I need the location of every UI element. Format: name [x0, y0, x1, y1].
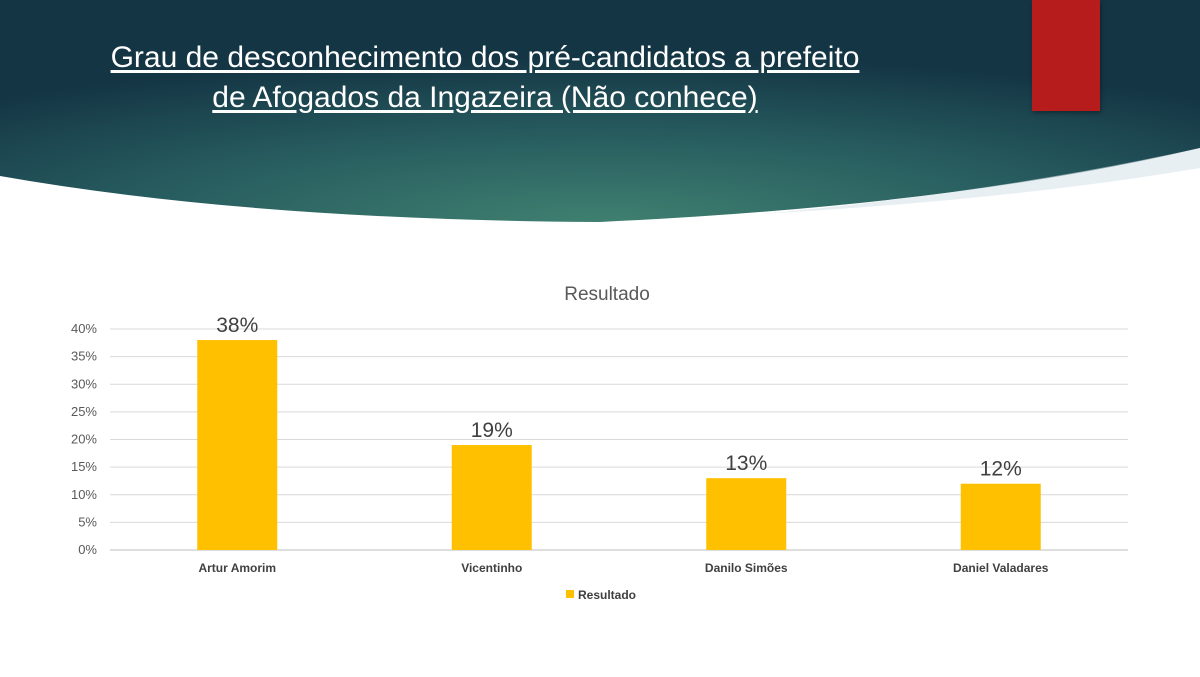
- x-tick-label: Danilo Simões: [705, 561, 788, 575]
- red-accent-bar: [1032, 0, 1100, 111]
- bar-chart: Resultado 0% 5% 10% 15% 20% 25% 30% 35% 40% 38% Art…: [71, 284, 1128, 602]
- y-tick-label: 30%: [71, 376, 97, 391]
- y-tick-label: 40%: [71, 321, 97, 336]
- title-line-2: de Afogados da Ingazeira (Não conhece): [212, 81, 758, 114]
- y-tick-label: 35%: [71, 349, 97, 364]
- data-label: 13%: [725, 452, 767, 475]
- y-tick-label: 25%: [71, 404, 97, 419]
- bar: [451, 445, 532, 550]
- y-tick-label: 0%: [78, 542, 97, 557]
- y-tick-label: 20%: [71, 432, 97, 447]
- title-line-1: Grau de desconhecimento dos pré-candidat…: [110, 41, 860, 74]
- x-tick-label: Vicentinho: [461, 561, 522, 575]
- data-label: 19%: [471, 419, 513, 442]
- x-tick-label: Daniel Valadares: [953, 561, 1049, 575]
- bar: [197, 340, 278, 550]
- bar: [706, 478, 787, 550]
- header-background: [0, 0, 1200, 222]
- y-tick-label: 15%: [71, 459, 97, 474]
- y-tick-label: 5%: [78, 514, 97, 529]
- bar: [960, 483, 1041, 550]
- slide-title: Grau de desconhecimento dos pré-candidat…: [40, 38, 930, 118]
- chart-title: Resultado: [564, 284, 650, 305]
- legend-swatch: [566, 590, 574, 598]
- data-label: 12%: [980, 458, 1022, 481]
- legend-label: Resultado: [578, 588, 636, 602]
- data-label: 38%: [216, 314, 258, 337]
- y-tick-label: 10%: [71, 487, 97, 502]
- x-tick-label: Artur Amorim: [198, 561, 276, 575]
